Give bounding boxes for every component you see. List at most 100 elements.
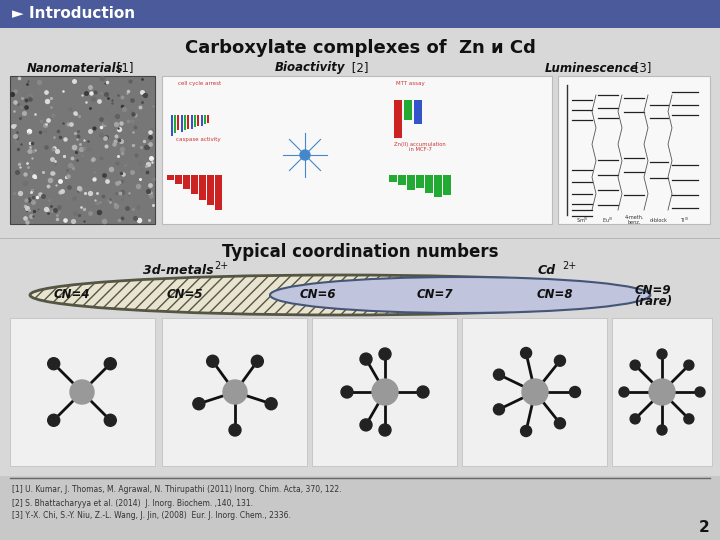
Circle shape <box>193 398 205 410</box>
Bar <box>176 115 179 130</box>
Circle shape <box>265 398 277 410</box>
Bar <box>425 175 433 193</box>
Bar <box>171 115 174 136</box>
Bar <box>398 175 406 185</box>
Circle shape <box>300 150 310 160</box>
Circle shape <box>619 387 629 397</box>
Text: CN=5: CN=5 <box>167 288 203 301</box>
Bar <box>10 318 155 466</box>
Bar <box>558 76 710 224</box>
Text: [3]: [3] <box>631 62 652 75</box>
Bar <box>191 115 193 129</box>
Bar <box>443 175 451 194</box>
Circle shape <box>379 348 391 360</box>
Text: Zn(II) accumulation
in MCF-7: Zn(II) accumulation in MCF-7 <box>394 141 446 152</box>
Circle shape <box>657 425 667 435</box>
Text: MTT assay: MTT assay <box>395 82 424 86</box>
Text: Bioactivity: Bioactivity <box>275 62 346 75</box>
Circle shape <box>554 355 565 366</box>
Bar <box>404 100 412 120</box>
Circle shape <box>570 387 580 397</box>
Circle shape <box>207 355 219 367</box>
Circle shape <box>48 357 60 370</box>
Circle shape <box>70 380 94 404</box>
Bar <box>312 318 457 466</box>
Text: CN=8: CN=8 <box>536 288 573 301</box>
Ellipse shape <box>270 277 650 313</box>
Bar <box>434 175 442 198</box>
Bar <box>0 476 720 540</box>
Bar <box>194 115 197 127</box>
Circle shape <box>223 380 247 404</box>
Text: CN=9: CN=9 <box>635 285 671 298</box>
Bar <box>462 318 607 466</box>
Circle shape <box>493 404 505 415</box>
Circle shape <box>251 355 264 367</box>
Circle shape <box>630 360 640 370</box>
Circle shape <box>104 357 117 370</box>
Bar <box>389 175 397 182</box>
Text: Luminescence: Luminescence <box>545 62 639 75</box>
Bar <box>184 115 186 130</box>
Bar <box>416 175 424 187</box>
Circle shape <box>104 414 117 426</box>
Text: caspase activity: caspase activity <box>176 138 220 143</box>
Circle shape <box>417 386 429 398</box>
Text: Carboxylate complexes of  Zn и Cd: Carboxylate complexes of Zn и Cd <box>184 39 536 57</box>
Text: [1]: [1] <box>113 62 133 75</box>
Circle shape <box>521 348 531 359</box>
Bar <box>197 115 199 125</box>
Text: ► Introduction: ► Introduction <box>12 6 135 22</box>
Text: d-block: d-block <box>650 218 668 222</box>
Bar <box>166 175 174 180</box>
Circle shape <box>554 418 565 429</box>
Circle shape <box>229 424 241 436</box>
Text: Tl$^{III}$: Tl$^{III}$ <box>680 215 690 225</box>
Text: CN=4: CN=4 <box>54 288 90 301</box>
Circle shape <box>695 387 705 397</box>
Bar <box>162 318 307 466</box>
Bar <box>162 76 552 224</box>
Circle shape <box>360 353 372 365</box>
Circle shape <box>684 360 694 370</box>
Text: [1] U. Kumar, J. Thomas, M. Agrawal, N. Thirupathi (2011) Inorg. Chim. Acta, 370: [1] U. Kumar, J. Thomas, M. Agrawal, N. … <box>12 485 341 495</box>
Bar <box>407 175 415 191</box>
Text: cell cycle arrest: cell cycle arrest <box>179 82 222 86</box>
Text: [3] Y.-X. Chi, S.-Y. Niu, Z.-L. Wang, J. Jin, (2008)  Eur. J. Inorg. Chem., 2336: [3] Y.-X. Chi, S.-Y. Niu, Z.-L. Wang, J.… <box>12 511 291 521</box>
Text: 2: 2 <box>698 521 709 536</box>
Bar <box>174 115 176 133</box>
Bar <box>0 0 720 28</box>
Circle shape <box>522 379 548 405</box>
Bar <box>182 175 189 189</box>
Text: Nanomaterials: Nanomaterials <box>27 62 123 75</box>
Circle shape <box>649 379 675 405</box>
Text: CN=7: CN=7 <box>417 288 454 301</box>
Text: Cd: Cd <box>538 265 556 278</box>
Circle shape <box>684 414 694 424</box>
Text: Eu$^{III}$: Eu$^{III}$ <box>603 215 613 225</box>
Text: Typical coordination numbers: Typical coordination numbers <box>222 243 498 261</box>
Circle shape <box>657 349 667 359</box>
Bar <box>207 175 214 205</box>
Text: 3d-metals: 3d-metals <box>143 265 213 278</box>
Bar <box>204 115 206 124</box>
Bar <box>186 115 189 129</box>
Circle shape <box>372 379 398 405</box>
Bar <box>612 318 712 466</box>
Text: 2+: 2+ <box>562 261 576 271</box>
Ellipse shape <box>30 275 650 315</box>
Bar <box>215 175 222 210</box>
Circle shape <box>521 426 531 436</box>
Bar <box>10 76 155 224</box>
Bar <box>181 115 184 132</box>
Bar <box>191 175 197 194</box>
Bar <box>207 115 210 123</box>
Bar <box>394 100 402 138</box>
Text: [2] S. Bhattacharyya et al. (2014)  J. Inorg. Biochem. ,140, 131.: [2] S. Bhattacharyya et al. (2014) J. In… <box>12 498 253 508</box>
Bar <box>174 175 181 184</box>
Circle shape <box>48 414 60 426</box>
Bar <box>201 115 203 125</box>
Circle shape <box>379 424 391 436</box>
Text: 2+: 2+ <box>214 261 228 271</box>
Circle shape <box>341 386 353 398</box>
